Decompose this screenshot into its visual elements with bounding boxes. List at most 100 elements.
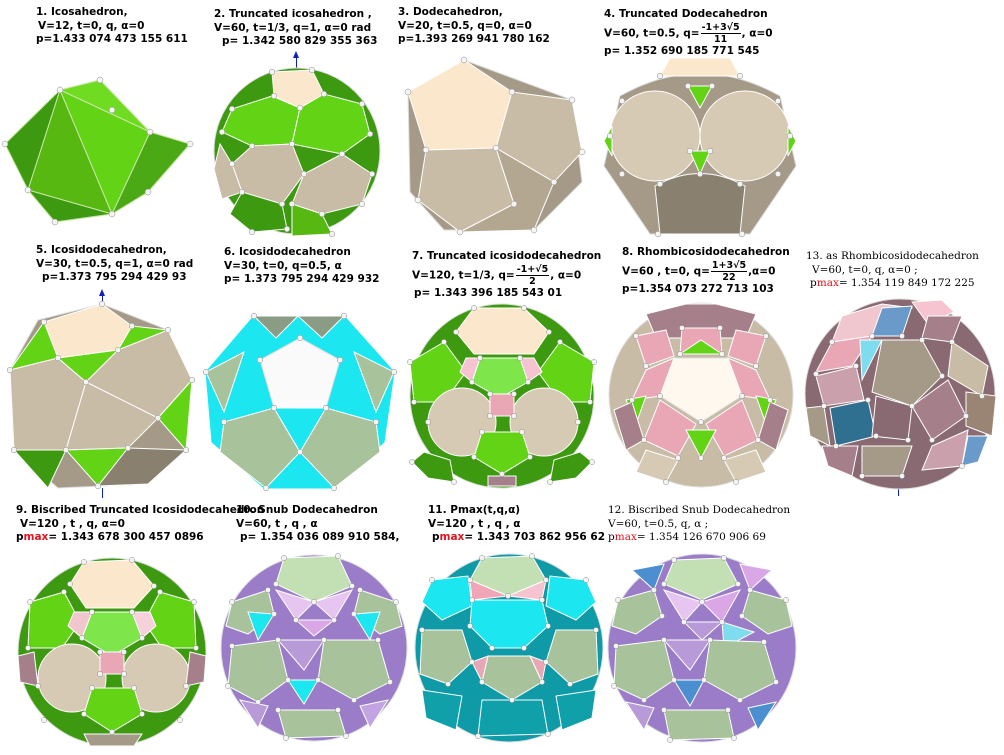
panel-p-value: pmax= 1.343 703 862 956 62 xyxy=(428,531,605,545)
max-subscript: max xyxy=(439,531,465,543)
panel-caption: 6. Icosidodecahedron V=30, t=0, q=0.5, α… xyxy=(224,246,379,287)
panel-params: V=120, t=1/3, q= -1+√5 2, α=0 xyxy=(412,264,601,287)
panel-caption: 9. Biscribed Truncated Icosidodecahedron… xyxy=(16,504,264,545)
panel-p-value: p= 1.342 580 829 355 363 xyxy=(222,35,378,47)
panel-title: 2. Truncated icosahedron , xyxy=(214,8,372,20)
vertex-points xyxy=(25,557,199,735)
vertex-points xyxy=(407,305,597,485)
axis-arrow-stem xyxy=(102,294,103,306)
panel-title: 13. as Rhombicosidodecahedron xyxy=(806,250,979,262)
panel-title: 11. Pmax(t,q,α) xyxy=(428,504,521,516)
p-number: = 1.343 678 300 457 0896 xyxy=(48,531,204,543)
axis-arrow-icon xyxy=(99,289,105,296)
p-symbol: p xyxy=(810,277,817,289)
p-symbol: p xyxy=(432,531,440,543)
params-prefix: V=60 , t=0, q= xyxy=(622,265,710,277)
panel-params: V=20, t=0.5, q=0, α=0 xyxy=(398,19,532,32)
panel-caption: 10. Snub Dodecahedron V=60, t , q , α p=… xyxy=(236,504,399,545)
panel-title: 7. Truncated icosidodecahedron xyxy=(412,250,602,262)
panel-p-value: pmax= 1.354 119 849 172 225 xyxy=(806,277,979,291)
panel-params: V=60, t , q , α xyxy=(236,517,318,530)
vertex-points xyxy=(611,555,789,743)
panel-title: 1. Icosahedron, xyxy=(36,6,128,18)
rhombicosidodecahedron-figure xyxy=(608,302,794,488)
panel-title: 10. Snub Dodecahedron xyxy=(236,504,378,516)
axis-arrow-stem xyxy=(296,56,297,68)
panel-params: V=60, t=0, q, α=0 ; xyxy=(812,263,918,276)
vertex-points xyxy=(1,76,194,226)
panel-title: 9. Biscribed Truncated Icosidodecahedron xyxy=(16,504,265,516)
panel-caption: 8. Rhombicosidodecahedron V=60 , t=0, q=… xyxy=(622,246,790,296)
truncated-dodecahedron-figure xyxy=(603,57,797,238)
fraction-numerator: -1+3√5 xyxy=(700,21,741,34)
panel-title: 6. Icosidodecahedron xyxy=(224,246,351,258)
params-suffix: , α=0 xyxy=(550,269,582,281)
fraction-denominator: 2 xyxy=(529,275,536,287)
fraction-denominator: 11 xyxy=(713,33,728,45)
p-number: = 1.343 703 862 956 62 xyxy=(464,531,605,543)
pmax-figure xyxy=(414,553,604,743)
panel-p-value: p=1.433 074 473 155 611 xyxy=(36,33,188,45)
panel-p-value: p= 1.343 396 185 543 01 xyxy=(414,286,563,299)
max-subscript: max xyxy=(816,277,839,289)
axis-arrow-stem-bottom xyxy=(102,488,103,498)
vertex-points xyxy=(606,72,794,238)
p-symbol: p xyxy=(16,531,24,543)
panel-params: V=60, t=1/3, q=1, α=0 rad xyxy=(214,21,372,34)
panel-caption: 1. Icosahedron, V=12, t=0, q, α=0 p=1.43… xyxy=(36,6,188,47)
fraction-numerator: 1+3√5 xyxy=(710,259,748,272)
panel-params: V=30, t=0.5, q=1, α=0 rad xyxy=(36,257,194,270)
params-suffix: ,α=0 xyxy=(748,265,776,277)
panel-caption: 3. Dodecahedron, V=20, t=0.5, q=0, α=0 p… xyxy=(398,6,550,47)
panel-p-value: p= 1.352 690 185 771 545 xyxy=(604,44,760,57)
panel-caption: 12. Biscribed Snub Dodecahedron V=60, t=… xyxy=(608,504,790,545)
panel-title: 5. Icosidodecahedron, xyxy=(36,244,167,256)
fraction-denominator: 22 xyxy=(722,271,736,283)
params-prefix: V=60, t=0.5, q= xyxy=(604,27,700,39)
panel-p-value: p=1.393 269 941 780 162 xyxy=(398,33,550,45)
truncated-icosahedron-figure xyxy=(213,66,381,238)
panel-params: V=60, t=0.5, q, α ; xyxy=(608,517,709,530)
panel-title: 8. Rhombicosidodecahedron xyxy=(622,246,790,258)
panel-caption: 13. as Rhombicosidodecahedron V=60, t=0,… xyxy=(806,250,979,291)
panel-caption: 2. Truncated icosahedron , V=60, t=1/3, … xyxy=(214,8,377,49)
panel-caption: 5. Icosidodecahedron, V=30, t=0.5, q=1, … xyxy=(36,244,193,285)
biscribed-truncated-icosidodecahedron-figure xyxy=(17,557,207,747)
params-suffix: , α=0 xyxy=(741,27,773,39)
panel-params: V=30, t=0, q=0.5, α xyxy=(224,259,342,272)
q-fraction: 1+3√5 22 xyxy=(710,259,748,283)
vertex-points xyxy=(6,300,196,490)
vertex-points xyxy=(419,553,599,739)
panel-params: V=120 , t , q , α xyxy=(428,517,521,530)
max-subscript: max xyxy=(23,531,49,543)
vertex-points xyxy=(813,333,985,479)
panel-p-value: pmax= 1.354 126 670 906 69 xyxy=(608,531,790,545)
panel-caption: 7. Truncated icosidodecahedron V=120, t=… xyxy=(412,250,601,300)
truncated-icosidodecahedron-figure xyxy=(407,303,597,489)
icosahedron-figure xyxy=(1,76,194,226)
p-symbol: p xyxy=(608,531,615,543)
max-subscript: max xyxy=(614,531,637,543)
vertex-points xyxy=(404,56,586,236)
panel-params: V=12, t=0, q, α=0 xyxy=(38,19,145,32)
q-fraction: -1+√5 2 xyxy=(515,263,550,287)
dodecahedron-figure xyxy=(404,56,586,236)
q-fraction: -1+3√5 11 xyxy=(700,21,741,45)
panel-title: 3. Dodecahedron, xyxy=(398,6,503,18)
panel-title: 4. Truncated Dodecahedron xyxy=(604,8,768,20)
as-rhombicosidodecahedron-figure xyxy=(804,298,997,490)
icosidodecahedron-cyan-figure xyxy=(202,312,398,492)
axis-arrow-icon xyxy=(293,51,299,58)
panel-p-value: p= 1.373 795 294 429 932 xyxy=(224,273,380,285)
vertex-points xyxy=(218,66,376,238)
panel-p-value: p= 1.354 036 089 910 584, xyxy=(240,531,400,543)
fraction-numerator: -1+√5 xyxy=(515,263,550,276)
panel-title: 12. Biscribed Snub Dodecahedron xyxy=(608,504,791,516)
vertex-points xyxy=(202,312,398,492)
panel-p-value: pmax= 1.343 678 300 457 0896 xyxy=(16,531,264,545)
panel-params: V=60 , t=0, q= 1+3√5 22 ,α=0 xyxy=(622,260,790,283)
params-prefix: V=120, t=1/3, q= xyxy=(412,269,515,281)
vertex-points xyxy=(225,553,399,741)
vertex-points xyxy=(629,325,773,485)
panel-params: V=120 , t , q, α=0 xyxy=(20,517,125,530)
